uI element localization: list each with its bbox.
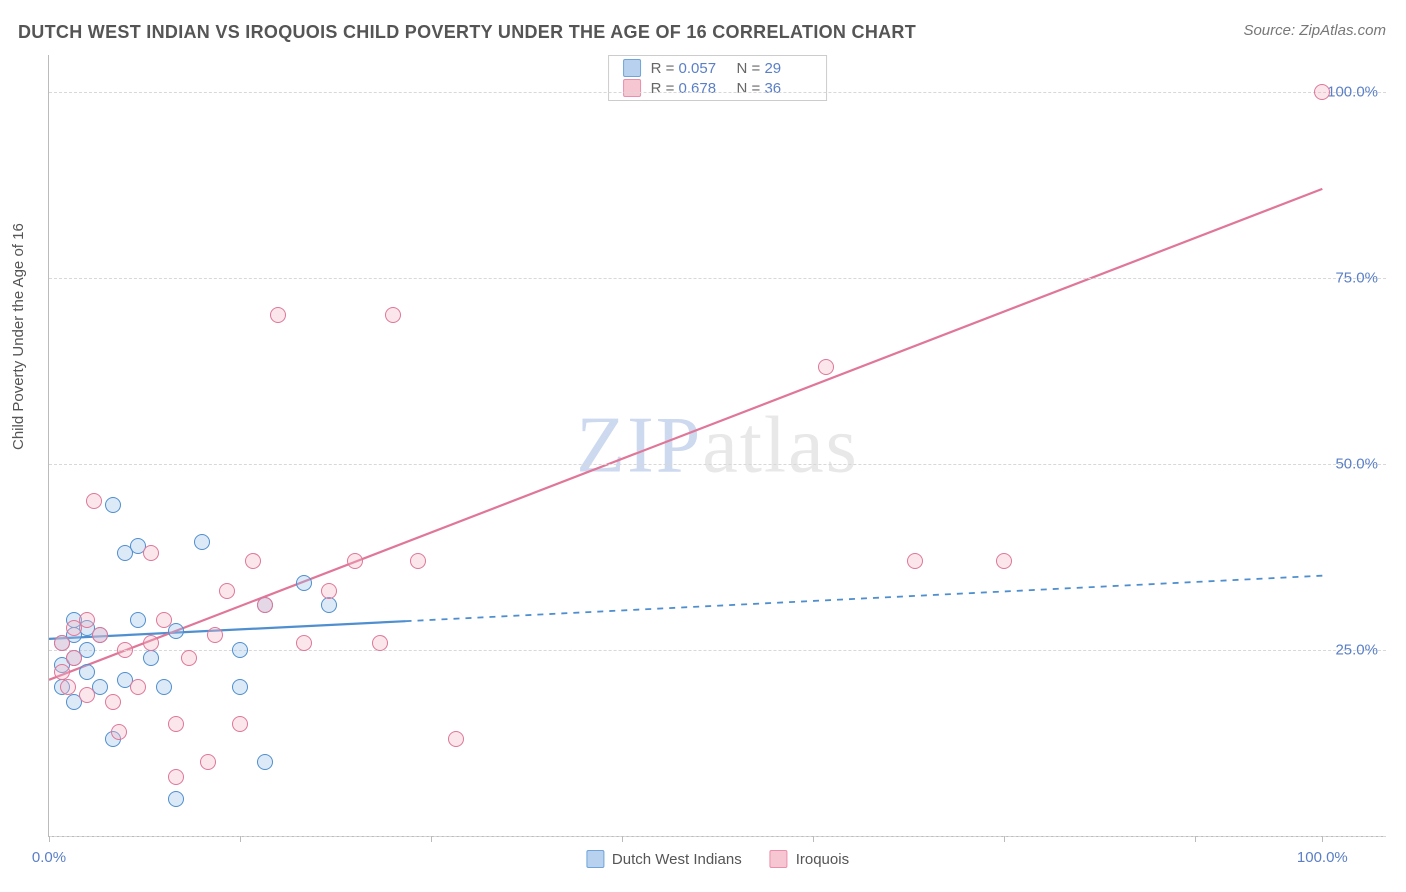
scatter-point — [270, 307, 286, 323]
bottom-legend: Dutch West Indians Iroquois — [586, 850, 849, 868]
scatter-point — [156, 612, 172, 628]
n-value-pink: 36 — [764, 80, 812, 97]
trend-lines-layer — [49, 55, 1386, 836]
gridline-h — [49, 278, 1386, 279]
scatter-point — [60, 679, 76, 695]
scatter-point — [66, 650, 82, 666]
gridline-h — [49, 650, 1386, 651]
scatter-point — [385, 307, 401, 323]
x-tick — [813, 836, 814, 842]
stats-legend: R = 0.057 N = 29 R = 0.678 N = 36 — [608, 55, 828, 101]
scatter-point — [296, 635, 312, 651]
scatter-point — [86, 493, 102, 509]
scatter-point — [79, 612, 95, 628]
swatch-pink — [623, 79, 641, 97]
scatter-point — [105, 497, 121, 513]
scatter-point — [168, 769, 184, 785]
y-tick-label: 50.0% — [1335, 456, 1378, 473]
scatter-point — [156, 679, 172, 695]
trend-line — [406, 576, 1323, 622]
scatter-point — [410, 553, 426, 569]
legend-label-blue: Dutch West Indians — [612, 851, 742, 868]
gridline-h — [49, 92, 1386, 93]
n-value-blue: 29 — [764, 60, 812, 77]
scatter-point — [168, 623, 184, 639]
scatter-point — [818, 359, 834, 375]
x-tick-label-left: 0.0% — [32, 849, 66, 866]
r-value-pink: 0.678 — [679, 80, 727, 97]
scatter-point — [143, 545, 159, 561]
gridline-h — [49, 836, 1386, 837]
scatter-point — [347, 553, 363, 569]
scatter-point — [219, 583, 235, 599]
scatter-point — [143, 635, 159, 651]
scatter-point — [143, 650, 159, 666]
stats-row-pink: R = 0.678 N = 36 — [609, 78, 827, 98]
scatter-point — [111, 724, 127, 740]
scatter-point — [194, 534, 210, 550]
x-tick — [49, 836, 50, 842]
stats-row-blue: R = 0.057 N = 29 — [609, 58, 827, 78]
source-attribution: Source: ZipAtlas.com — [1243, 22, 1386, 39]
scatter-point — [1314, 84, 1330, 100]
y-tick-label: 25.0% — [1335, 642, 1378, 659]
scatter-point — [117, 642, 133, 658]
scatter-point — [296, 575, 312, 591]
scatter-point — [907, 553, 923, 569]
trend-line — [49, 189, 1322, 680]
scatter-point — [130, 679, 146, 695]
legend-swatch-blue — [586, 850, 604, 868]
y-tick-label: 100.0% — [1327, 84, 1378, 101]
legend-label-pink: Iroquois — [796, 851, 849, 868]
legend-item-blue: Dutch West Indians — [586, 850, 742, 868]
scatter-point — [181, 650, 197, 666]
n-label: N = — [737, 80, 761, 97]
y-axis-label: Child Poverty Under the Age of 16 — [10, 223, 27, 450]
x-tick — [431, 836, 432, 842]
gridline-h — [49, 464, 1386, 465]
scatter-point — [372, 635, 388, 651]
scatter-point — [245, 553, 261, 569]
watermark-zip: ZIP — [576, 401, 702, 489]
watermark: ZIPatlas — [576, 400, 859, 491]
scatter-point — [168, 716, 184, 732]
scatter-point — [232, 716, 248, 732]
scatter-point — [257, 754, 273, 770]
r-label: R = — [651, 60, 675, 77]
scatter-point — [79, 687, 95, 703]
swatch-blue — [623, 59, 641, 77]
scatter-point — [92, 627, 108, 643]
n-label: N = — [737, 60, 761, 77]
scatter-point — [54, 635, 70, 651]
r-value-blue: 0.057 — [679, 60, 727, 77]
scatter-point — [448, 731, 464, 747]
scatter-point — [79, 664, 95, 680]
scatter-point — [232, 679, 248, 695]
scatter-point — [257, 597, 273, 613]
x-tick — [240, 836, 241, 842]
chart-title: DUTCH WEST INDIAN VS IROQUOIS CHILD POVE… — [18, 22, 916, 43]
x-tick — [622, 836, 623, 842]
x-tick — [1004, 836, 1005, 842]
scatter-point — [105, 694, 121, 710]
scatter-point — [321, 583, 337, 599]
scatter-point — [54, 664, 70, 680]
scatter-point — [130, 612, 146, 628]
y-tick-label: 75.0% — [1335, 270, 1378, 287]
scatter-point — [200, 754, 216, 770]
x-tick — [1322, 836, 1323, 842]
legend-item-pink: Iroquois — [770, 850, 849, 868]
chart-wrapper: DUTCH WEST INDIAN VS IROQUOIS CHILD POVE… — [0, 0, 1406, 892]
scatter-point — [321, 597, 337, 613]
scatter-point — [207, 627, 223, 643]
r-label: R = — [651, 80, 675, 97]
scatter-point — [232, 642, 248, 658]
plot-area: ZIPatlas R = 0.057 N = 29 R = 0.678 N = … — [48, 55, 1386, 837]
x-tick — [1195, 836, 1196, 842]
scatter-point — [168, 791, 184, 807]
watermark-atlas: atlas — [702, 401, 859, 489]
x-tick-label-right: 100.0% — [1297, 849, 1348, 866]
legend-swatch-pink — [770, 850, 788, 868]
scatter-point — [996, 553, 1012, 569]
